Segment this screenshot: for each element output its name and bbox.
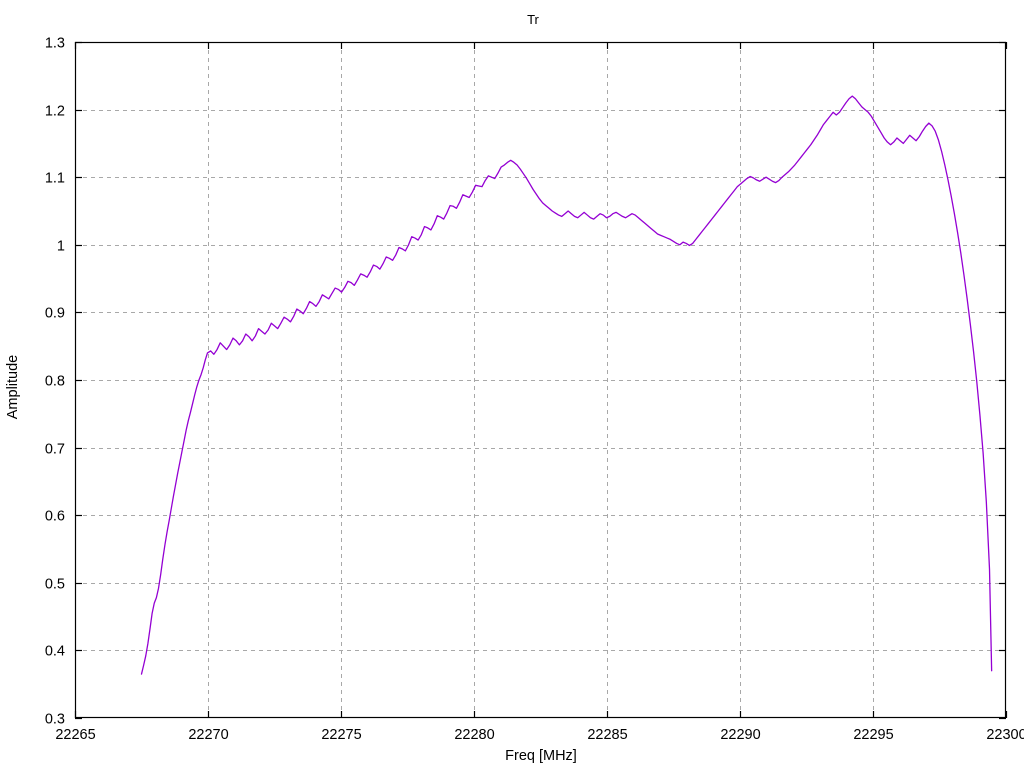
plot-border	[74, 41, 1007, 719]
x-tick-label: 22295	[853, 727, 893, 743]
y-axis-title: Amplitude	[5, 355, 21, 419]
x-tick-label: 22280	[454, 727, 494, 743]
x-tick-label: 22270	[188, 727, 228, 743]
x-tick-label: 22300	[986, 727, 1024, 743]
y-tick-label: 0.7	[45, 442, 65, 458]
data-series-layer	[140, 95, 993, 675]
y-tick-label: 0.9	[45, 306, 65, 322]
x-tick-label: 22275	[321, 727, 361, 743]
y-tick-label: 1	[57, 239, 65, 255]
axis-labels: 0.3 0.4 0.5 0.6 0.7 0.8 0.9 1 1.1 1.2 1.3 22265 2227…	[45, 36, 1024, 744]
plot-frame	[74, 41, 1007, 719]
y-tick-label: 0.5	[45, 577, 65, 593]
y-tick-label: 0.4	[45, 644, 65, 660]
chart-title: Tr	[527, 12, 539, 27]
y-tick-label: 1.1	[45, 171, 65, 187]
x-tick-label: 22285	[587, 727, 627, 743]
x-axis-title: Freq [MHz]	[505, 748, 577, 764]
x-tick-label: 22290	[720, 727, 760, 743]
y-tick-label: 0.6	[45, 509, 65, 525]
y-tick-label: 0.3	[45, 712, 65, 728]
data-series-line	[140, 95, 993, 675]
y-tick-label: 1.3	[45, 36, 65, 52]
x-tick-label: 22265	[55, 727, 95, 743]
y-tick-label: 0.8	[45, 374, 65, 390]
y-tick-label: 1.2	[45, 104, 65, 120]
gridlines	[75, 42, 1006, 718]
